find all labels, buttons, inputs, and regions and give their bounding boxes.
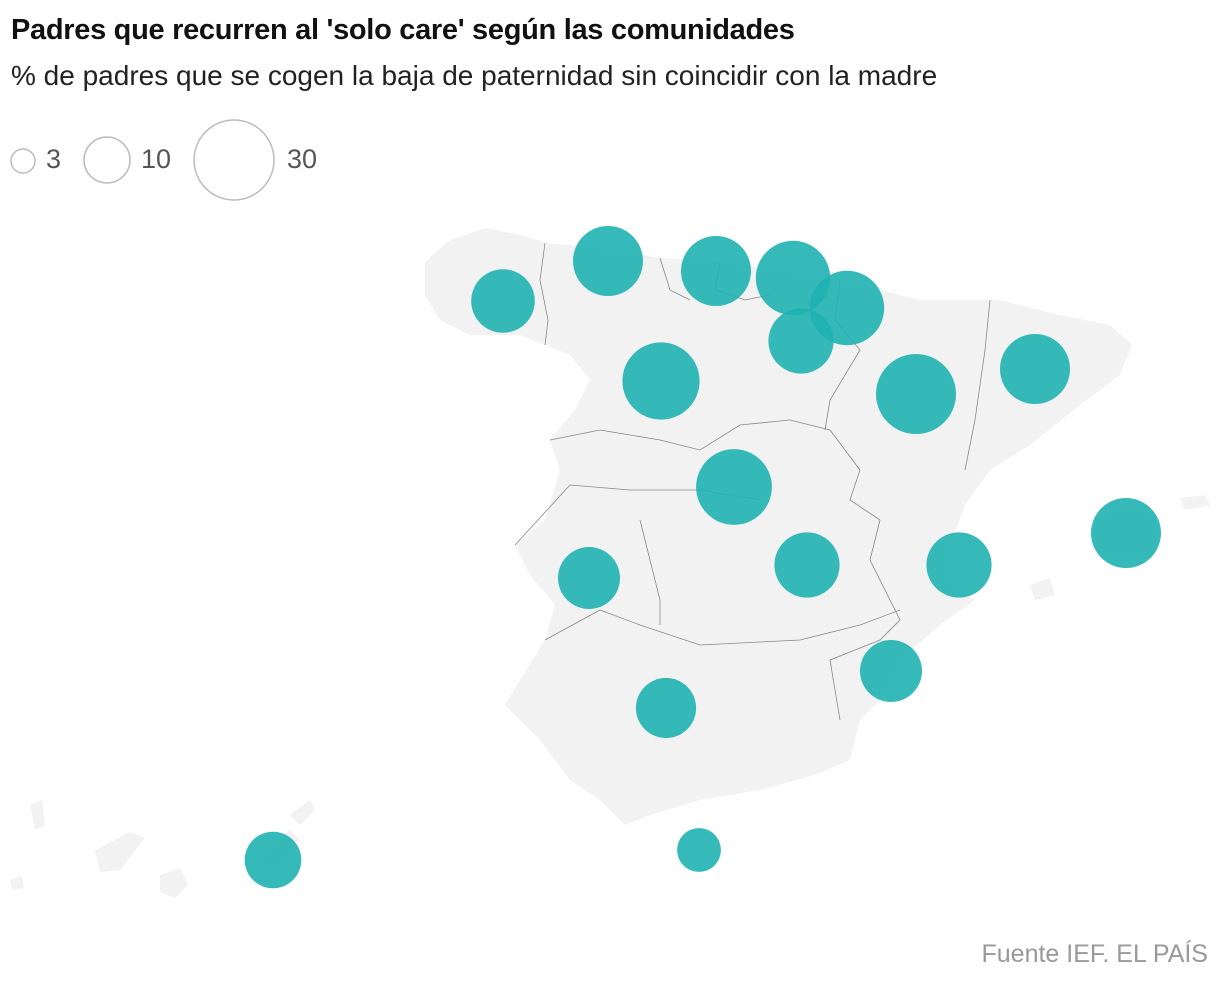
bubble-asturias: Asturias: 23% xyxy=(573,226,643,296)
lanzarote-shape xyxy=(290,800,315,825)
source-note: Fuente IEF. EL PAÍS xyxy=(981,940,1208,968)
bubble-galicia: Galicia: 19% xyxy=(471,269,535,333)
bubble-castilla-y-león: Castilla y León: 28% xyxy=(622,342,700,420)
bubble-aragón: Aragón: 30% xyxy=(876,354,956,434)
tenerife-shape xyxy=(95,832,145,872)
bubble-baleares: Baleares: 23% xyxy=(1091,498,1161,568)
legend-label-3: 3 xyxy=(46,144,62,174)
bubble-castilla-la-mancha: Castilla-La Mancha: 20% xyxy=(774,532,840,598)
bubble-madrid: Madrid: 27% xyxy=(696,449,772,525)
bubbles: Galicia: 19%Asturias: 23%Cantabria: 23%P… xyxy=(244,226,1161,889)
bubble-la-rioja: La Rioja: 20% xyxy=(768,308,834,374)
bubble-comunidad-valenciana: Comunidad Valenciana: 20% xyxy=(926,532,992,598)
menorca-shape xyxy=(1180,495,1210,510)
la-palma-shape xyxy=(30,800,45,830)
chart-subtitle: % de padres que se cogen la baja de pate… xyxy=(11,60,938,91)
legend-label-10: 10 xyxy=(141,144,172,174)
ibiza-shape xyxy=(1030,578,1055,600)
size-legend: 3 10 30 xyxy=(0,110,400,210)
legend-circle-3 xyxy=(10,148,36,174)
legend-circles xyxy=(10,119,275,201)
bubble-extremadura: Extremadura: 18% xyxy=(558,547,620,609)
bubble-andalucía: Andalucía: 17% xyxy=(635,677,697,739)
gran-canaria-shape xyxy=(160,868,188,898)
hierro-shape xyxy=(10,876,24,890)
chart-title: Padres que recurren al 'solo care' según… xyxy=(11,14,795,46)
bubble-cataluña: Cataluña: 23% xyxy=(1000,334,1070,404)
bubble-ceuta-y-melilla: Ceuta y Melilla: 9% xyxy=(677,828,721,872)
legend-circle-30 xyxy=(193,119,275,201)
peninsula-shape xyxy=(425,228,1132,825)
legend-circle-10 xyxy=(83,136,131,184)
bubble-canarias: Canarias: 15% xyxy=(244,831,302,889)
bubble-murcia: Murcia: 18% xyxy=(860,640,922,702)
legend-label-30: 30 xyxy=(287,144,318,174)
bubble-cantabria: Cantabria: 23% xyxy=(681,236,751,306)
